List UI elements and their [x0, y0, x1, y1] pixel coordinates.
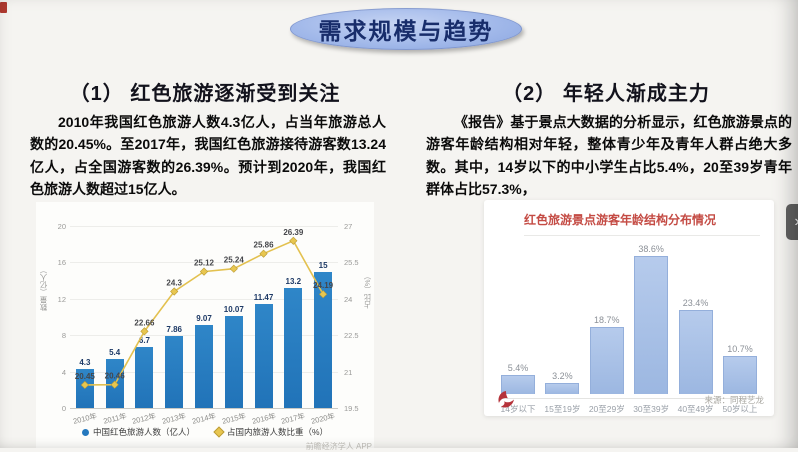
age-bar	[589, 327, 624, 394]
red-tourism-combo-chart: 数量（亿人） 占比（%） 4.3 5.4 6.7 7.86 9.07 10.07 11.47…	[36, 202, 374, 451]
age-structure-chart-card: 红色旅游景点游客年龄结构分布情况 5.4% 3.2% 18.7% 38.6% 23.4%…	[484, 200, 774, 416]
line-marker	[229, 264, 238, 273]
line-value-label: 25.86	[254, 241, 275, 250]
age-bar	[634, 256, 669, 394]
combo-bar-value: 10.07	[223, 305, 244, 315]
age-x-label: 14岁以下	[500, 404, 536, 414]
combo-bar	[254, 303, 273, 408]
line-marker	[140, 327, 149, 336]
age-x-label: 20至29岁	[588, 404, 625, 414]
combo-bar	[105, 358, 124, 408]
age-bar-column: 5.4%	[500, 244, 536, 394]
recording-dot	[0, 2, 7, 13]
combo-bar	[165, 336, 184, 408]
age-bar-value: 5.4%	[507, 362, 529, 373]
right-axis-tick: 25.5	[344, 258, 359, 268]
right-section-heading: （2） 年轻人渐成主力	[502, 82, 710, 105]
right-section-paragraph: 《报告》基于景点大数据的分析显示，红色旅游景点的游客年龄结构相对年轻，整体青少年…	[426, 114, 792, 198]
age-bar	[722, 355, 757, 394]
left-axis-tick: 4	[61, 367, 66, 377]
bar-series-marker-icon	[81, 428, 89, 436]
age-bar-value: 23.4%	[682, 298, 709, 309]
age-bar	[678, 310, 713, 394]
left-axis-tick: 12	[57, 294, 66, 304]
age-x-label: 50岁以上	[722, 404, 758, 414]
line-value-label: 22.66	[134, 318, 155, 327]
left-axis-tick: 0	[61, 404, 66, 413]
age-x-axis: 14岁以下 15至19岁 20至29岁 30至39岁 40至49岁 50岁以上	[500, 398, 758, 415]
combo-bar	[75, 368, 94, 408]
age-bar-column: 38.6%	[633, 244, 669, 394]
left-section-paragraph: 2010年我国红色旅游人数4.3亿人，占当年旅游总人数的20.45%。至2017…	[30, 114, 386, 198]
age-bar-value: 18.7%	[594, 315, 620, 326]
left-axis-tick: 20	[57, 222, 66, 231]
combo-legend: 中国红色旅游人数（亿人） 占国内旅游人数比重（%）	[36, 426, 374, 438]
age-bar	[501, 374, 535, 394]
combo-bar	[314, 271, 333, 408]
combo-bar-value: 13.2	[285, 276, 302, 286]
line-marker	[170, 287, 179, 296]
age-bar	[545, 382, 580, 394]
bar-series-label: 中国红色旅游人数（亿人）	[92, 427, 195, 437]
age-chart-footer: 来源：同程艺龙	[496, 390, 764, 410]
right-axis-tick: 19.5	[344, 404, 359, 413]
age-bar-column: 18.7%	[589, 244, 625, 394]
line-series-marker-icon	[213, 426, 225, 438]
combo-right-axis-title: 占比（%）	[363, 272, 372, 309]
line-value-label: 24.3	[166, 279, 182, 288]
combo-bar	[284, 287, 303, 408]
source-logo-icon	[498, 391, 514, 408]
combo-bar-value: 15	[318, 260, 328, 270]
combo-bar	[135, 347, 154, 408]
slide-title: 需求规模与趋势	[318, 18, 494, 44]
age-bar-value: 10.7%	[727, 343, 753, 354]
combo-bar-value: 5.4	[109, 347, 121, 357]
combo-bar	[224, 316, 243, 408]
age-x-label: 30至39岁	[633, 404, 670, 414]
right-axis-tick: 21	[344, 367, 353, 377]
line-series-label: 占国内旅游人数比重（%）	[226, 427, 329, 437]
line-marker	[259, 249, 268, 258]
slide-title-ellipse: 需求规模与趋势	[290, 8, 522, 50]
line-marker	[289, 236, 298, 245]
next-slide-button[interactable]: ›	[786, 204, 798, 240]
combo-bar-value: 9.07	[196, 314, 212, 324]
age-bar-value: 38.6%	[638, 244, 664, 255]
combo-bar	[195, 325, 213, 408]
combo-bar-value: 11.47	[253, 292, 274, 302]
line-value-label: 26.39	[283, 228, 304, 237]
age-bar-column: 23.4%	[678, 244, 714, 394]
age-chart-title: 红色旅游景点游客年龄结构分布情况	[524, 211, 760, 236]
legend-item-bars: 中国红色旅游人数（亿人）	[81, 426, 195, 438]
gridline	[70, 226, 338, 227]
age-bar-column: 10.7%	[722, 244, 758, 394]
left-section-heading: （1） 红色旅游逐渐受到关注	[69, 82, 341, 105]
chart-watermark: 前瞻经济学人 APP	[305, 442, 372, 451]
gridline	[70, 408, 338, 409]
combo-plot-area: 4.3 5.4 6.7 7.86 9.07 10.07 11.47 13.2 15 2010年 20…	[70, 226, 338, 426]
age-bar-value: 3.2%	[552, 370, 573, 381]
legend-item-line: 占国内旅游人数比重（%）	[213, 426, 329, 438]
age-x-label: 40至49岁	[677, 404, 714, 414]
combo-left-axis-title: 数量（亿人）	[39, 266, 48, 311]
age-chart-source: 来源：同程艺龙	[704, 395, 764, 405]
combo-bar-value: 4.3	[79, 357, 91, 367]
age-x-label: 15至19岁	[544, 404, 581, 414]
right-axis-tick: 24	[344, 294, 353, 304]
age-bar-column: 3.2%	[544, 244, 580, 394]
right-axis-tick: 27	[344, 222, 353, 231]
age-plot-area: 5.4% 3.2% 18.7% 38.6% 23.4% 10.7%	[500, 244, 758, 394]
left-axis-tick: 16	[57, 258, 66, 268]
right-axis-tick: 22.5	[344, 331, 359, 341]
left-axis-tick: 8	[61, 331, 66, 341]
combo-bar-value: 6.7	[138, 336, 150, 346]
gridline	[70, 262, 338, 264]
combo-bar-value: 7.86	[166, 325, 182, 335]
line-marker	[199, 267, 209, 276]
